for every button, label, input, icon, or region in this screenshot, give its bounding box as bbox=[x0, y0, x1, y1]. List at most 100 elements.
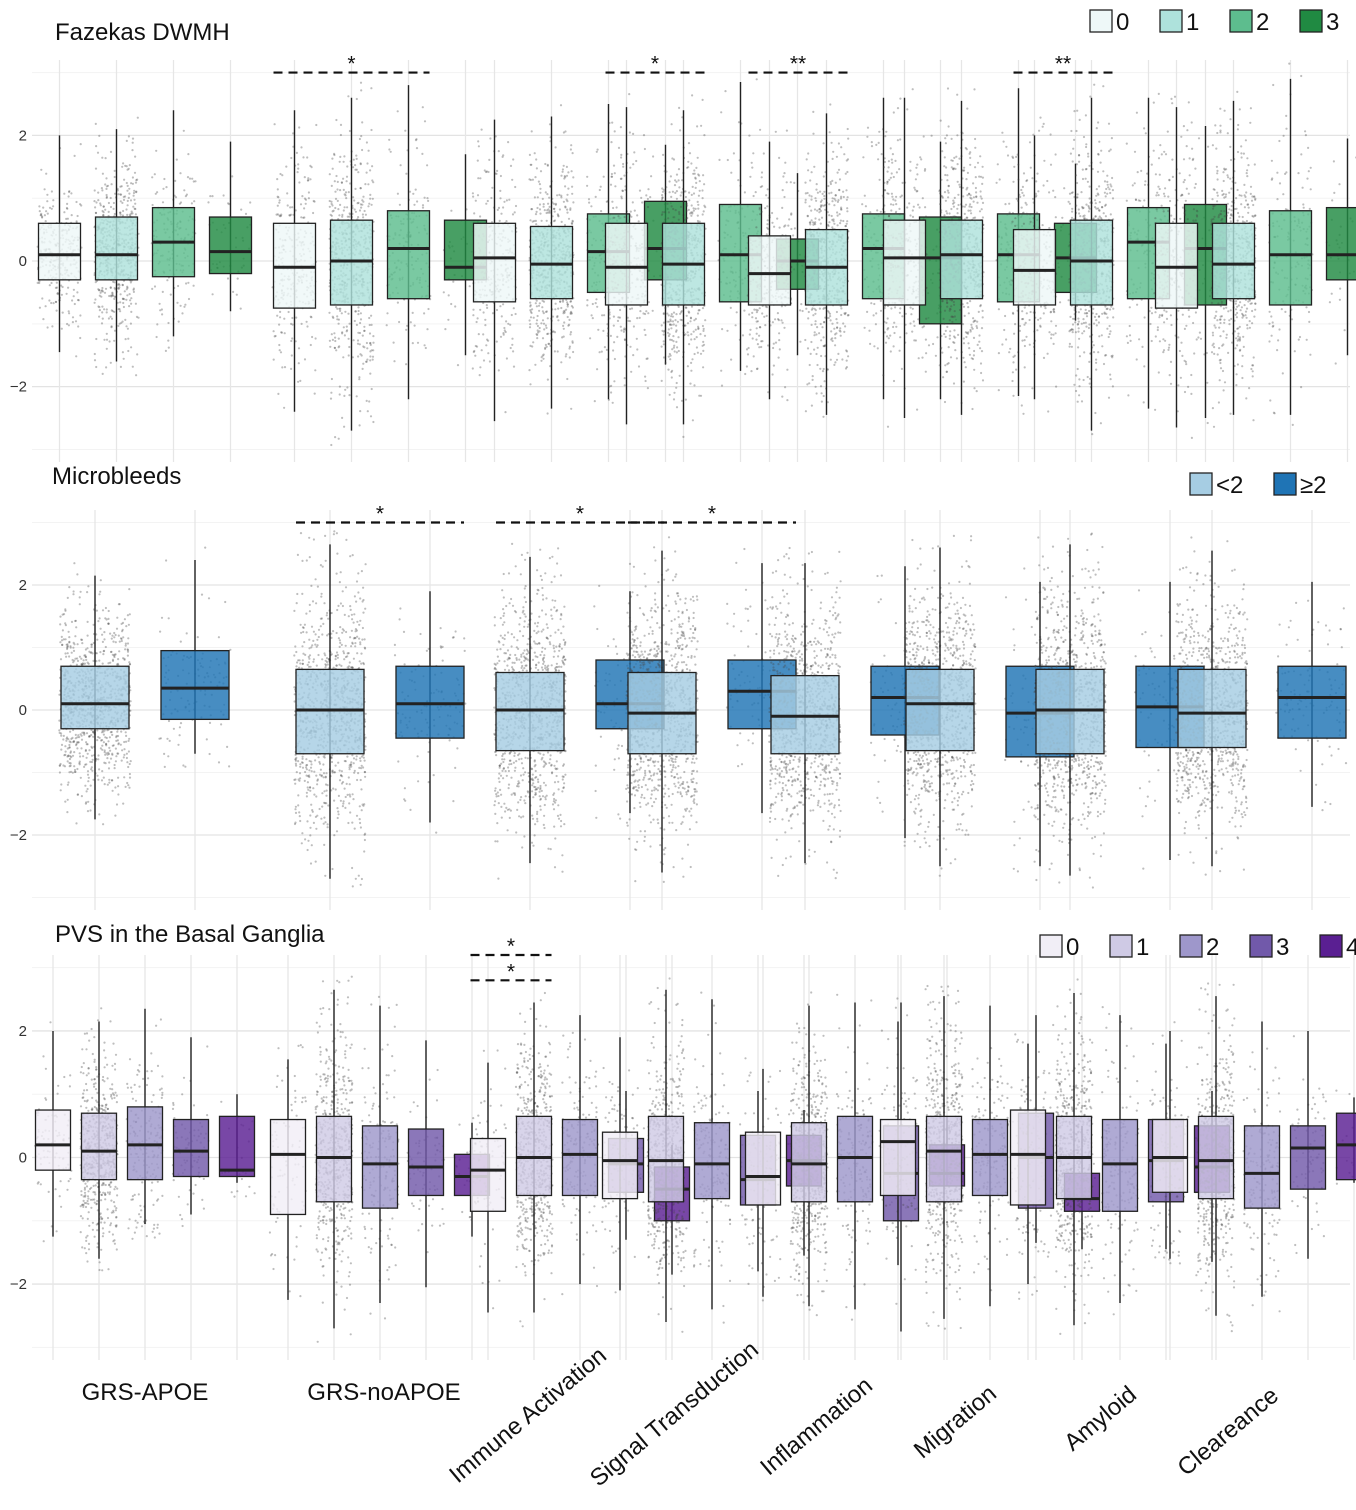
data-point bbox=[536, 211, 538, 213]
data-point bbox=[281, 174, 283, 176]
data-point bbox=[127, 200, 129, 202]
data-point bbox=[547, 317, 549, 319]
data-point bbox=[126, 190, 128, 192]
data-point bbox=[114, 176, 116, 178]
data-point bbox=[123, 358, 125, 360]
data-point bbox=[357, 339, 359, 341]
data-point bbox=[514, 186, 516, 188]
data-point bbox=[609, 313, 611, 315]
data-point bbox=[273, 359, 275, 361]
data-point bbox=[672, 335, 674, 337]
data-point bbox=[766, 315, 768, 317]
data-point bbox=[611, 173, 613, 175]
data-point bbox=[63, 193, 65, 195]
data-point bbox=[114, 170, 116, 172]
data-point bbox=[75, 355, 77, 357]
data-point bbox=[695, 329, 697, 331]
data-point bbox=[370, 315, 372, 317]
data-point bbox=[664, 170, 666, 172]
data-point bbox=[560, 361, 562, 363]
data-point bbox=[61, 294, 63, 296]
data-point bbox=[109, 340, 111, 342]
data-point bbox=[386, 312, 388, 314]
data-point bbox=[307, 179, 309, 181]
data-point bbox=[662, 154, 664, 156]
data-point bbox=[563, 131, 565, 133]
data-point bbox=[664, 218, 666, 220]
data-point bbox=[688, 199, 690, 201]
data-point bbox=[614, 172, 616, 174]
data-point bbox=[514, 211, 516, 213]
data-point bbox=[783, 196, 785, 198]
data-point bbox=[126, 140, 128, 142]
data-point bbox=[677, 321, 679, 323]
data-point bbox=[545, 327, 547, 329]
data-point bbox=[529, 219, 531, 221]
data-point bbox=[664, 211, 666, 213]
data-point bbox=[759, 326, 761, 328]
data-point bbox=[484, 319, 486, 321]
data-point bbox=[669, 180, 671, 182]
data-point bbox=[620, 326, 622, 328]
data-point bbox=[607, 335, 609, 337]
data-point bbox=[671, 313, 673, 315]
data-point bbox=[496, 341, 498, 343]
data-point bbox=[372, 356, 374, 358]
data-point bbox=[193, 285, 195, 287]
data-point bbox=[703, 134, 705, 136]
data-point bbox=[422, 207, 424, 209]
data-point bbox=[130, 297, 132, 299]
data-point bbox=[590, 205, 592, 207]
data-point bbox=[684, 333, 686, 335]
data-point bbox=[479, 177, 481, 179]
data-point bbox=[846, 360, 848, 362]
data-point bbox=[669, 191, 671, 193]
data-point bbox=[328, 312, 330, 314]
data-point bbox=[549, 206, 551, 208]
data-point bbox=[564, 206, 566, 208]
data-point bbox=[596, 151, 598, 153]
data-point bbox=[125, 208, 127, 210]
data-point bbox=[479, 215, 481, 217]
data-point bbox=[586, 304, 588, 306]
data-point bbox=[479, 366, 481, 368]
data-point bbox=[601, 314, 603, 316]
group-immune-activation bbox=[472, 104, 689, 421]
data-point bbox=[545, 324, 547, 326]
data-point bbox=[329, 206, 331, 208]
data-point bbox=[690, 317, 692, 319]
data-point bbox=[300, 146, 302, 148]
data-point bbox=[541, 306, 543, 308]
data-point bbox=[180, 305, 182, 307]
data-point bbox=[695, 178, 697, 180]
data-point bbox=[417, 342, 419, 344]
data-point bbox=[542, 319, 544, 321]
data-point bbox=[530, 304, 532, 306]
data-point bbox=[748, 313, 750, 315]
data-point bbox=[483, 359, 485, 361]
data-point bbox=[335, 198, 337, 200]
data-point bbox=[609, 311, 611, 313]
data-point bbox=[370, 415, 372, 417]
data-point bbox=[106, 311, 108, 313]
data-point bbox=[106, 339, 108, 341]
data-point bbox=[302, 217, 304, 219]
data-point bbox=[548, 197, 550, 199]
data-point bbox=[111, 318, 113, 320]
data-point bbox=[777, 312, 779, 314]
data-point bbox=[566, 209, 568, 211]
data-point bbox=[332, 168, 334, 170]
data-point bbox=[110, 316, 112, 318]
data-point bbox=[539, 327, 541, 329]
data-point bbox=[154, 173, 156, 175]
y-tick-label: −2 bbox=[10, 379, 27, 396]
data-point bbox=[330, 398, 332, 400]
data-point bbox=[478, 145, 480, 147]
data-point bbox=[123, 196, 125, 198]
data-point bbox=[94, 302, 96, 304]
data-point bbox=[612, 207, 614, 209]
data-point bbox=[610, 391, 612, 393]
data-point bbox=[557, 350, 559, 352]
data-point bbox=[668, 314, 670, 316]
data-point bbox=[347, 95, 349, 97]
